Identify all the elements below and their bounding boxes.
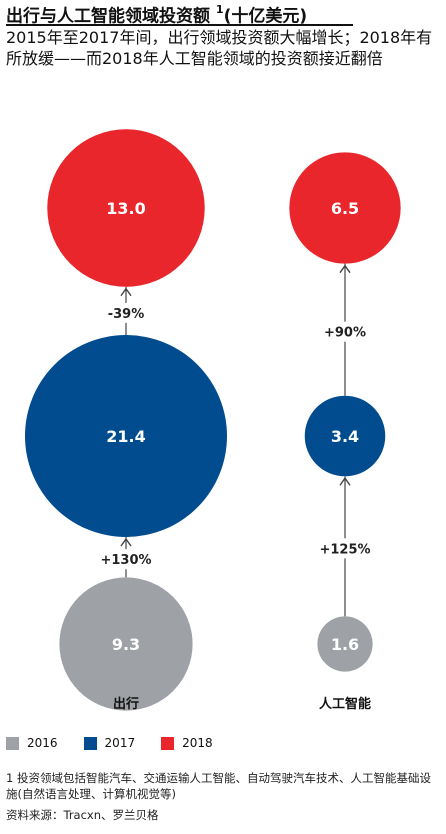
ai-bubble-2017: [304, 395, 386, 477]
chart-legend: 2016 2017 2018: [6, 734, 239, 752]
legend-label-2018: 2018: [182, 736, 213, 750]
mobility-bubble-2018: [47, 129, 205, 287]
legend-item-2016: 2016: [6, 736, 58, 750]
mobility-value-label-2017: 21.4: [106, 427, 145, 446]
source-note: 资料来源：Tracxn、罗兰贝格: [6, 808, 159, 822]
mobility-change-label-bg-1: [105, 302, 147, 323]
mobility-change-label-bg-0: [100, 549, 152, 570]
ai-change-label-bg-1: [324, 321, 366, 342]
bubble-chart: +130% -39% 9.3 21.4 13.0 出行 +125% +90% 1.6 3.4 6.5…: [25, 129, 401, 712]
title-footnote-marker: 1: [215, 3, 224, 16]
ai-value-label-2017: 3.4: [331, 427, 359, 446]
ai-value-label-2018: 6.5: [331, 199, 359, 218]
mobility-change-label-2017-2018: -39%: [108, 307, 145, 322]
mobility-change-label-2016-2017: +130%: [100, 553, 151, 568]
chart-title-text: 出行与人工智能领域投资额: [6, 6, 210, 27]
ai-change-label-2017-2018: +90%: [324, 326, 366, 341]
legend-swatch-2018: [161, 736, 175, 750]
mobility-arrowhead-2018: [120, 287, 132, 297]
ai-change-label-bg-0: [319, 538, 371, 559]
mobility-arrowhead-2017: [120, 537, 132, 547]
mobility-value-label-2016: 9.3: [112, 635, 140, 654]
ai-bubble-2016: [317, 616, 373, 672]
legend-item-2017: 2017: [83, 736, 136, 750]
ai-value-label-2016: 1.6: [331, 635, 359, 654]
mobility-bubble-2016: [59, 577, 193, 711]
chart-title: 出行与人工智能领域投资额 1(十亿美元): [6, 0, 426, 29]
chart-subtitle: 2015年至2017年间，出行领域投资额大幅增长；2018年有所放缓——而201…: [6, 28, 433, 68]
mobility-bubble-2017: [25, 335, 227, 537]
legend-swatch-2016: [6, 736, 19, 750]
mobility-group-label: 出行: [113, 696, 139, 712]
footnote: 1 投资领域包括智能汽车、交通运输人工智能、自动驾驶汽车技术、人工智能基础设施(…: [6, 771, 431, 801]
legend-swatch-2017: [83, 736, 97, 750]
ai-bubble-2018: [289, 152, 401, 264]
ai-arrowhead-2018: [339, 264, 351, 274]
legend-label-2017: 2017: [104, 736, 136, 750]
ai-group-label: 人工智能: [319, 696, 371, 712]
legend-label-2016: 2016: [27, 736, 58, 750]
ai-arrowhead-2017: [339, 477, 351, 486]
chart-title-unit: (十亿美元): [223, 6, 308, 27]
title-underline: [6, 24, 353, 26]
ai-change-label-2016-2017: +125%: [319, 542, 370, 557]
mobility-value-label-2018: 13.0: [106, 199, 145, 218]
legend-item-2018: 2018: [161, 736, 213, 750]
